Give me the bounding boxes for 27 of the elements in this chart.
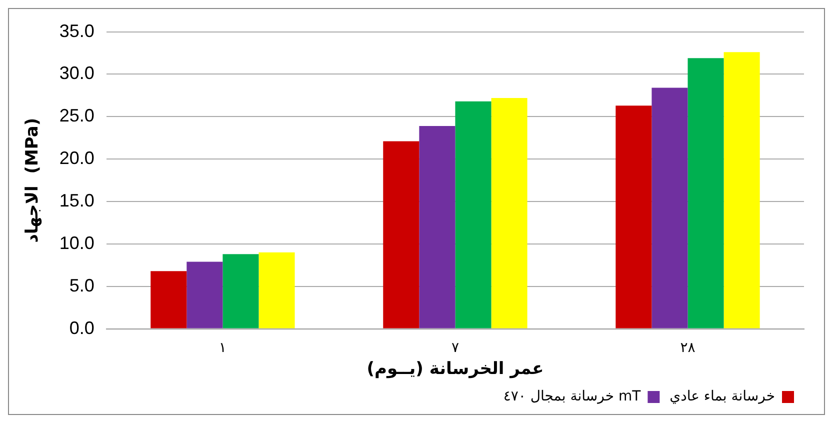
legend-label: خرسانة بماء عادي — [670, 388, 775, 405]
y-tick-label: 25.0 — [59, 106, 94, 126]
bar — [616, 106, 652, 328]
bar — [222, 254, 259, 328]
y-tick-label: 15.0 — [59, 190, 94, 210]
x-tick-label: ٧ — [451, 340, 460, 356]
bar — [419, 126, 456, 328]
y-tick-label: 20.0 — [59, 148, 94, 168]
bar — [186, 262, 223, 328]
bar — [491, 98, 528, 328]
y-tick-label: 5.0 — [69, 275, 94, 296]
bar — [258, 252, 295, 328]
y-tick-label: 10.0 — [59, 232, 94, 253]
bar — [150, 271, 187, 328]
y-tick-label: 35.0 — [59, 20, 94, 41]
bar — [383, 141, 420, 328]
legend-label: خرسانة بمجال ٤٧٠ mT — [503, 388, 642, 405]
bar — [724, 52, 760, 328]
y-tick-label: 0.0 — [69, 318, 94, 338]
bar — [688, 58, 724, 328]
y-axis-title: الاجهاد (MPa) — [22, 118, 43, 243]
x-tick-label: ١ — [218, 340, 226, 356]
x-axis-title: عمر الخرسانة (يــوم) — [366, 359, 544, 380]
bar — [455, 101, 492, 328]
bar — [652, 88, 688, 328]
x-tick-label: ٢٨ — [680, 340, 696, 356]
y-tick-label: 30.0 — [59, 63, 94, 84]
